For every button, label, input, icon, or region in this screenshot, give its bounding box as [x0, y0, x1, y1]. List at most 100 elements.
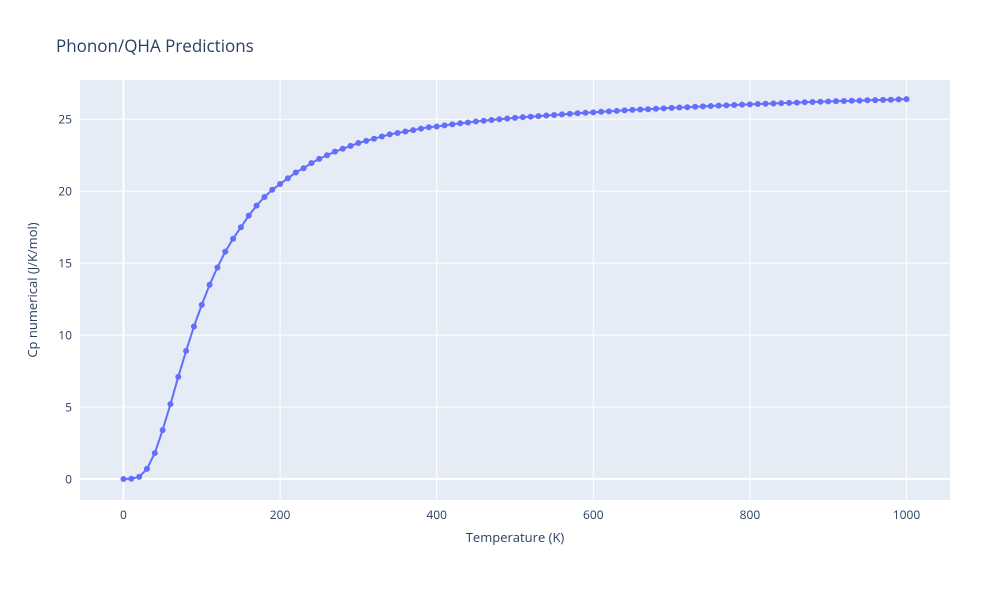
data-point[interactable] — [739, 102, 745, 108]
data-point[interactable] — [449, 121, 455, 127]
data-point[interactable] — [207, 282, 213, 288]
data-point[interactable] — [410, 127, 416, 133]
data-point[interactable] — [661, 105, 667, 111]
data-point[interactable] — [308, 160, 314, 166]
data-point[interactable] — [269, 187, 275, 193]
data-point[interactable] — [590, 109, 596, 115]
data-point[interactable] — [786, 100, 792, 106]
data-point[interactable] — [810, 99, 816, 105]
data-point[interactable] — [849, 98, 855, 104]
data-point[interactable] — [857, 98, 863, 104]
data-point[interactable] — [653, 106, 659, 112]
data-point[interactable] — [520, 114, 526, 120]
data-point[interactable] — [316, 156, 322, 162]
data-point[interactable] — [684, 104, 690, 110]
data-point[interactable] — [301, 165, 307, 171]
data-point[interactable] — [230, 236, 236, 242]
data-point[interactable] — [716, 103, 722, 109]
data-point[interactable] — [551, 112, 557, 118]
data-point[interactable] — [614, 108, 620, 114]
data-point[interactable] — [160, 427, 166, 433]
data-point[interactable] — [896, 96, 902, 102]
data-point[interactable] — [222, 249, 228, 255]
data-point[interactable] — [489, 117, 495, 123]
data-point[interactable] — [629, 107, 635, 113]
data-point[interactable] — [465, 119, 471, 125]
data-point[interactable] — [426, 124, 432, 130]
data-point[interactable] — [770, 100, 776, 106]
data-point[interactable] — [167, 401, 173, 407]
data-point[interactable] — [481, 118, 487, 124]
data-point[interactable] — [841, 98, 847, 104]
data-point[interactable] — [864, 97, 870, 103]
data-point[interactable] — [598, 109, 604, 115]
data-point[interactable] — [763, 101, 769, 107]
data-point[interactable] — [880, 97, 886, 103]
data-point[interactable] — [324, 152, 330, 158]
data-point[interactable] — [645, 106, 651, 112]
data-point[interactable] — [825, 98, 831, 104]
data-point[interactable] — [183, 348, 189, 354]
data-point[interactable] — [747, 101, 753, 107]
data-point[interactable] — [128, 476, 134, 482]
data-point[interactable] — [238, 224, 244, 230]
data-point[interactable] — [755, 101, 761, 107]
data-point[interactable] — [442, 122, 448, 128]
data-point[interactable] — [872, 97, 878, 103]
data-point[interactable] — [559, 111, 565, 117]
data-point[interactable] — [778, 100, 784, 106]
data-point[interactable] — [293, 170, 299, 176]
data-point[interactable] — [535, 113, 541, 119]
data-point[interactable] — [261, 194, 267, 200]
data-point[interactable] — [332, 149, 338, 155]
data-point[interactable] — [348, 143, 354, 149]
data-point[interactable] — [457, 120, 463, 126]
data-point[interactable] — [731, 102, 737, 108]
data-point[interactable] — [434, 123, 440, 129]
data-point[interactable] — [246, 213, 252, 219]
data-point[interactable] — [277, 181, 283, 187]
data-point[interactable] — [700, 103, 706, 109]
data-point[interactable] — [669, 105, 675, 111]
data-point[interactable] — [355, 140, 361, 146]
data-point[interactable] — [794, 100, 800, 106]
data-point[interactable] — [175, 374, 181, 380]
data-point[interactable] — [214, 264, 220, 270]
data-point[interactable] — [496, 116, 502, 122]
data-point[interactable] — [622, 107, 628, 113]
data-point[interactable] — [543, 113, 549, 119]
data-point[interactable] — [833, 98, 839, 104]
data-point[interactable] — [708, 103, 714, 109]
data-point[interactable] — [582, 110, 588, 116]
data-point[interactable] — [567, 111, 573, 117]
data-point[interactable] — [817, 99, 823, 105]
data-point[interactable] — [904, 96, 910, 102]
data-point[interactable] — [152, 450, 158, 456]
data-point[interactable] — [802, 99, 808, 105]
data-point[interactable] — [402, 129, 408, 135]
data-point[interactable] — [888, 97, 894, 103]
data-point[interactable] — [528, 114, 534, 120]
data-point[interactable] — [606, 108, 612, 114]
data-point[interactable] — [379, 134, 385, 140]
data-point[interactable] — [692, 104, 698, 110]
data-point[interactable] — [371, 136, 377, 142]
data-point[interactable] — [340, 146, 346, 152]
data-point[interactable] — [418, 126, 424, 132]
data-point[interactable] — [504, 116, 510, 122]
data-point[interactable] — [637, 106, 643, 112]
data-point[interactable] — [676, 104, 682, 110]
data-point[interactable] — [387, 131, 393, 137]
data-point[interactable] — [136, 474, 142, 480]
data-point[interactable] — [473, 118, 479, 124]
data-point[interactable] — [723, 102, 729, 108]
data-point[interactable] — [363, 138, 369, 144]
data-point[interactable] — [395, 130, 401, 136]
data-point[interactable] — [285, 175, 291, 181]
data-point[interactable] — [191, 323, 197, 329]
data-point[interactable] — [199, 302, 205, 308]
data-point[interactable] — [512, 115, 518, 121]
data-point[interactable] — [144, 466, 150, 472]
data-point[interactable] — [575, 110, 581, 116]
data-point[interactable] — [120, 476, 126, 482]
